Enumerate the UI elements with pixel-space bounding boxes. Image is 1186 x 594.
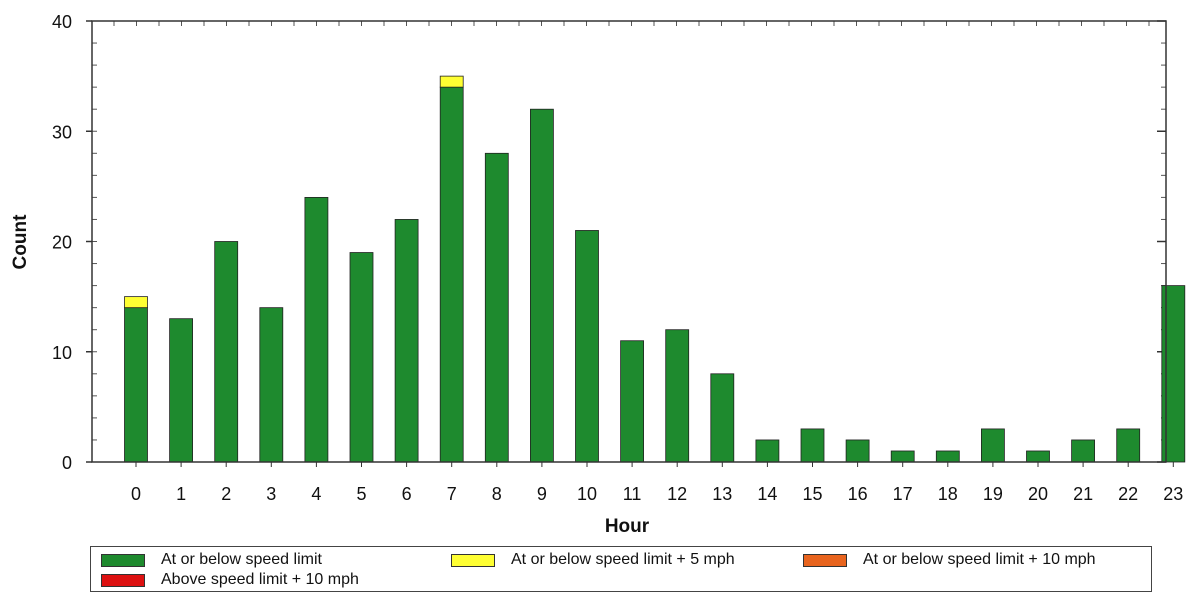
x-tick-label: 19 xyxy=(983,484,1003,504)
y-tick-label: 10 xyxy=(52,343,72,363)
x-tick-label: 15 xyxy=(802,484,822,504)
bar-segment xyxy=(935,450,960,463)
bar-segment xyxy=(845,439,870,463)
x-tick-label: 7 xyxy=(447,484,457,504)
bar-segment xyxy=(439,75,464,88)
legend-label: At or below speed limit + 10 mph xyxy=(863,551,1096,568)
bar-segment xyxy=(1026,450,1050,463)
bar-segment xyxy=(710,373,735,463)
x-tick-label: 16 xyxy=(848,484,868,504)
bar-segment xyxy=(890,450,915,463)
y-tick-label: 20 xyxy=(52,233,72,253)
x-tick-label: 0 xyxy=(131,484,141,504)
y-axis-title: Count xyxy=(10,214,31,270)
bar-segment xyxy=(530,108,554,463)
x-tick-label: 13 xyxy=(712,484,732,504)
bar-segment xyxy=(439,86,464,463)
x-tick-label: 14 xyxy=(757,484,777,504)
bar-segment xyxy=(800,428,825,463)
x-tick-label: 5 xyxy=(356,484,366,504)
bar-segment xyxy=(259,307,284,463)
x-tick-label: 9 xyxy=(537,484,547,504)
plot-frame xyxy=(91,20,1167,463)
bar-segment xyxy=(124,296,148,309)
x-tick-label: 12 xyxy=(667,484,687,504)
bar-segment xyxy=(1071,439,1095,463)
x-tick-label: 2 xyxy=(221,484,231,504)
x-tick-label: 22 xyxy=(1118,484,1138,504)
x-tick-label: 17 xyxy=(893,484,913,504)
y-tick-label: 0 xyxy=(62,453,72,473)
bar-segment xyxy=(755,439,780,463)
bar-segment xyxy=(169,318,194,463)
y-tick-label: 40 xyxy=(52,12,72,32)
bar-segment xyxy=(1116,428,1141,463)
x-tick-label: 6 xyxy=(402,484,412,504)
x-tick-label: 11 xyxy=(623,484,642,504)
legend-swatch xyxy=(101,573,145,587)
legend-item: Above speed limit + 10 mph xyxy=(101,571,359,589)
legend-label: At or below speed limit xyxy=(161,551,322,568)
x-axis-title: Hour xyxy=(605,516,650,537)
chart-legend: At or below speed limit Above speed limi… xyxy=(90,546,1152,592)
x-tick-label: 23 xyxy=(1163,484,1183,504)
legend-item: At or below speed limit xyxy=(101,551,322,569)
legend-swatch xyxy=(101,553,145,567)
bar-segment xyxy=(349,252,374,463)
bar-segment xyxy=(665,329,690,463)
bar-segment xyxy=(981,428,1005,463)
legend-label: At or below speed limit + 5 mph xyxy=(511,551,735,568)
x-tick-label: 20 xyxy=(1028,484,1048,504)
bar-segment xyxy=(394,219,419,463)
y-tick-label: 30 xyxy=(52,122,72,142)
legend-swatch xyxy=(803,553,847,567)
bar-segment xyxy=(575,230,599,463)
x-tick-label: 4 xyxy=(311,484,321,504)
legend-item: At or below speed limit + 10 mph xyxy=(803,551,1096,569)
bar-segment xyxy=(484,152,509,463)
x-tick-label: 3 xyxy=(266,484,276,504)
x-tick-label: 21 xyxy=(1073,484,1093,504)
x-tick-label: 1 xyxy=(176,484,186,504)
legend-label: Above speed limit + 10 mph xyxy=(161,571,359,588)
bar-segment xyxy=(124,307,148,463)
bar-segment xyxy=(214,241,239,463)
bar-segment xyxy=(304,196,329,463)
legend-item: At or below speed limit + 5 mph xyxy=(451,551,735,569)
legend-swatch xyxy=(451,553,495,567)
x-tick-label: 10 xyxy=(577,484,597,504)
bar-segment xyxy=(620,340,644,463)
x-tick-label: 8 xyxy=(492,484,502,504)
x-tick-label: 18 xyxy=(938,484,958,504)
